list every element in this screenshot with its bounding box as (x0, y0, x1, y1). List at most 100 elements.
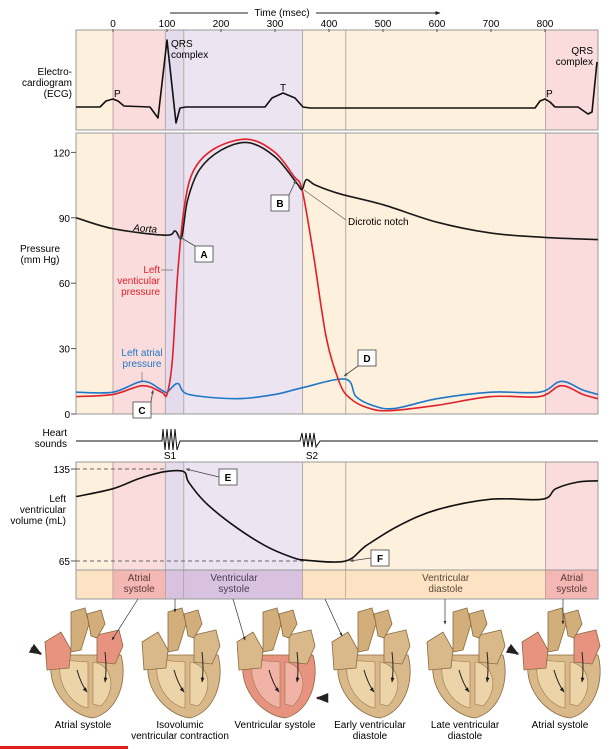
callout-arrow-f (349, 557, 372, 563)
heart-label: diastole (448, 731, 483, 742)
right-atrium (236, 631, 264, 671)
great-vessels (262, 607, 298, 653)
heart-sounds-label: sounds (35, 439, 67, 450)
blood-flow-arrow (295, 651, 300, 683)
phase-label-atrial-systole-2: systole (556, 584, 588, 595)
s2-label: S2 (306, 451, 319, 462)
volume-axis-label: Left (49, 494, 66, 505)
pressure-band-late-diastole (76, 133, 113, 414)
phase-strip-atrial-systole (545, 569, 599, 600)
dicrotic-leader (303, 189, 347, 221)
callout-label-b: B (276, 199, 283, 210)
time-tick-label: 800 (537, 19, 554, 30)
heart-illustration (28, 607, 124, 719)
callout-box-e (218, 468, 238, 486)
great-vessels (167, 607, 203, 653)
phase-label-atrial-systole: systole (124, 584, 156, 595)
blood-flow-arrow (580, 651, 585, 683)
pressure-tick-label: 0 (64, 410, 70, 421)
phase-strip-frame (75, 569, 599, 600)
blood-flow-arrow (103, 651, 108, 683)
aorta-label: Aorta (132, 223, 158, 236)
phase-strip-late-diastole (75, 569, 114, 600)
time-tick-label: 0 (110, 19, 116, 30)
great-vessels (357, 607, 393, 653)
pressure-tick-label: 120 (53, 148, 70, 159)
left-atrium (96, 629, 124, 665)
lv-pressure-label: venticular (117, 276, 160, 287)
volume-band-isovolumic-contraction (165, 462, 184, 570)
pressure-axis-label: (mm Hg) (21, 255, 60, 266)
time-axis-label: Time (msec) (254, 8, 309, 19)
callout-label-c: C (138, 406, 145, 417)
ecg-panel-frame (75, 29, 599, 131)
callout-arrow-c (150, 389, 154, 403)
right-atrium (141, 631, 169, 671)
qrs-complex-label-2: QRS (571, 46, 593, 57)
pressure-band-isovolumic-relaxation (302, 133, 346, 414)
pressure-band-atrial-systole (545, 133, 598, 414)
right-atrium (426, 631, 454, 671)
dicrotic-notch-label: Dicrotic notch (348, 217, 409, 228)
aortic-pressure-curve (76, 141, 598, 241)
volume-band-late-diastole (76, 462, 113, 570)
ecg-band-ventricular-ejection (183, 30, 303, 130)
callout-label-d: D (363, 354, 370, 365)
phase-label-ventricular-systole: Ventricular (210, 573, 258, 584)
heart-label: Ventricular systole (234, 720, 316, 731)
callout-label-f: F (377, 554, 383, 565)
heart-label: Isovolumic (156, 720, 203, 731)
phase-strip-atrial-systole (112, 569, 166, 600)
volume-band-atrial-systole (113, 462, 166, 570)
blood-flow-arrow (458, 669, 470, 693)
heart-illustration (331, 607, 411, 719)
p-wave-label-2: P (546, 89, 553, 100)
phase-bands (75, 29, 599, 600)
left-atrium (573, 629, 601, 665)
phase-pointer-arrow (324, 598, 343, 637)
phase-strip-ventricular-filling (345, 569, 546, 600)
s1-label: S1 (164, 451, 177, 462)
t-wave-label: T (280, 83, 286, 94)
callout-arrow-d (343, 365, 359, 377)
time-tick-label: 400 (321, 19, 338, 30)
contraction-arrow (505, 643, 520, 656)
contraction-arrow (28, 643, 43, 656)
blood-flow-arrow (485, 651, 490, 683)
heart-label: Atrial systole (55, 720, 112, 731)
axes: Time (msec) 0 100 200 300 400 500 600 700 800 0 30 6… (53, 6, 554, 568)
left-ventricular-pressure-curve (76, 138, 599, 412)
bottom-accent-bar (0, 746, 128, 749)
ventricle-chambers (156, 659, 209, 709)
left-atrial-pressure-curve (76, 378, 599, 410)
ecg-band-atrial-systole (545, 30, 598, 130)
callout-box-a (194, 245, 214, 263)
volume-band-isovolumic-relaxation (302, 462, 346, 570)
volume-tick-label: 135 (53, 465, 70, 476)
qrs-complex-label: complex (171, 50, 208, 61)
left-atrium (193, 629, 221, 665)
phase-label-atrial-systole-2: Atrial (560, 573, 583, 584)
heart-label: Late ventricular (431, 720, 500, 731)
blood-flow-arrow (553, 669, 565, 693)
callout-box-f (370, 549, 390, 567)
heart-sounds-trace (76, 428, 598, 451)
lv-pressure-label: Left (143, 265, 160, 276)
phase-label-atrial-systole: Atrial (128, 573, 151, 584)
time-tick-label: 500 (375, 19, 392, 30)
callout-label-a: A (200, 250, 207, 261)
right-atrium (44, 631, 72, 671)
time-label-bg (248, 6, 316, 18)
phase-strip-ventricular-ejection (183, 569, 303, 600)
pressure-axis-label: Pressure (20, 244, 60, 255)
time-tick-label: 100 (159, 19, 176, 30)
ecg-axis-label: Electro- (38, 67, 72, 78)
volume-band-ventricular-ejection (183, 462, 303, 570)
ecg-trace (76, 39, 598, 124)
ecg-band-isovolumic-contraction (165, 30, 184, 130)
phase-strip-isovolumic-contraction (165, 569, 185, 600)
qrs-complex-label: QRS (171, 39, 193, 50)
blood-flow-arrow (173, 669, 185, 693)
